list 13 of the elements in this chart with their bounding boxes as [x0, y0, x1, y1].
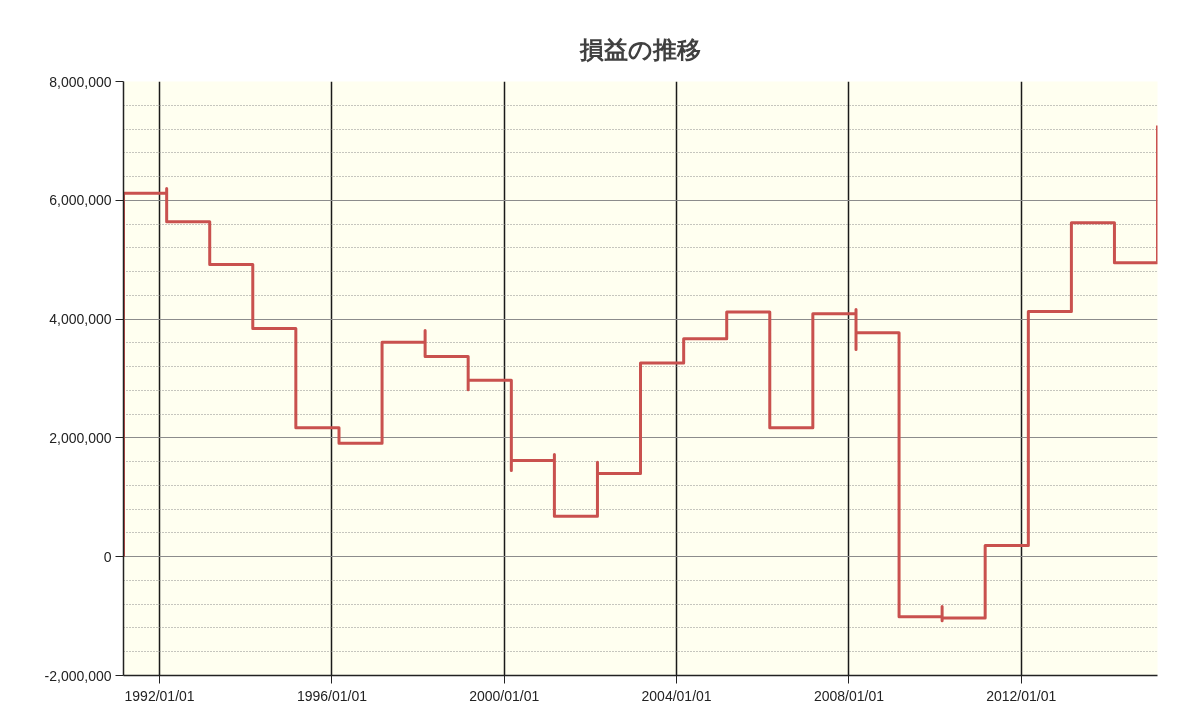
x-tick-label: 2008/01/01: [813, 687, 885, 704]
y-tick-label: 8,000,000: [49, 73, 112, 90]
y-tick-label: 0: [103, 548, 112, 565]
y-tick-label: 6,000,000: [49, 192, 112, 209]
y-tick-label: 4,000,000: [49, 311, 112, 328]
chart-title: 損益の推移: [579, 35, 701, 64]
x-tick-label: 1992/01/01: [124, 687, 195, 704]
y-tick-label: -2,000,000: [44, 667, 112, 684]
x-tick-label: 1996/01/01: [296, 687, 368, 704]
x-tick-label: 2012/01/01: [986, 687, 1057, 704]
x-tick-label: 2004/01/01: [641, 687, 712, 704]
y-tick-label: 2,000,000: [49, 429, 112, 446]
x-tick-label: 2000/01/01: [469, 687, 540, 704]
